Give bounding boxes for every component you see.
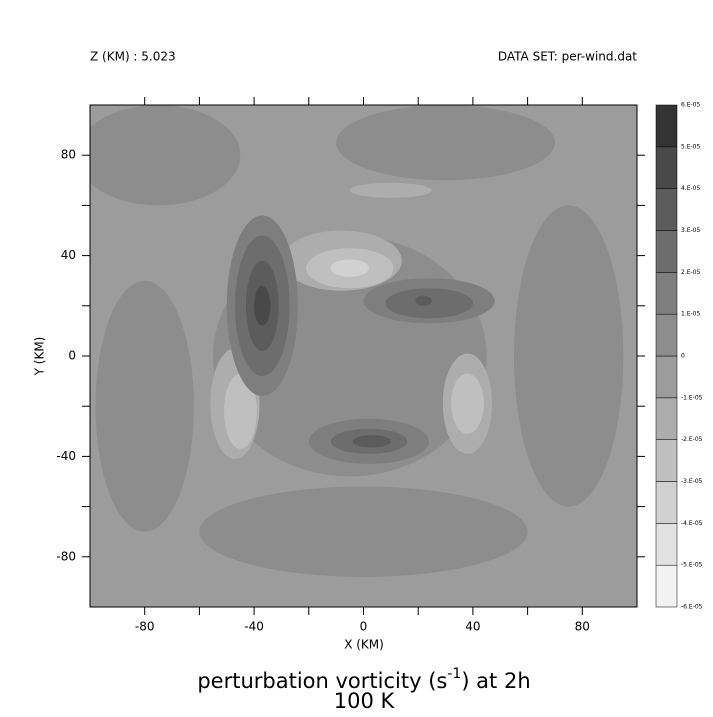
- colorbar-label: 6.E-05: [681, 102, 700, 109]
- y-tick-label: 0: [68, 349, 76, 363]
- axes: -80 -40 0 40 80 -80 -40 0 40 80 -6.E-05 -5.E-05 -4.E…: [56, 97, 703, 634]
- colorbar-band: [655, 397, 678, 440]
- x-tick-label: -40: [244, 620, 264, 634]
- contour-region: [95, 280, 194, 532]
- contour-region: [451, 373, 484, 434]
- colorbar-label: -6.E-05: [681, 604, 703, 611]
- colorbar-band: [655, 104, 678, 148]
- y-tick-label: 40: [61, 248, 76, 262]
- title-part: ) at 2h: [461, 669, 530, 693]
- contour-region: [349, 182, 432, 198]
- colorbar-band: [655, 481, 678, 524]
- colorbar-label: 3.E-05: [681, 227, 700, 234]
- contour-region: [90, 105, 241, 206]
- x-axis-label: X (KM): [344, 638, 384, 652]
- contour-region: [336, 105, 555, 181]
- contour-region: [352, 435, 391, 448]
- colorbar-label: 2.E-05: [681, 269, 700, 276]
- header-left: Z (KM) : 5.023: [90, 50, 176, 64]
- colorbar-band: [655, 188, 678, 231]
- colorbar-label: 4.E-05: [681, 185, 700, 192]
- x-tick-label: 0: [360, 620, 368, 634]
- contour-region: [330, 259, 369, 277]
- colorbar-label: 5.E-05: [681, 143, 700, 150]
- contour-region: [199, 486, 528, 577]
- chart-subtitle: 100 K: [334, 689, 396, 713]
- colorbar-band: [655, 564, 678, 608]
- colorbar-band: [655, 523, 678, 566]
- contour-region: [254, 285, 271, 326]
- colorbar-band: [655, 230, 678, 273]
- contour-region: [415, 295, 432, 306]
- x-tick-label: 40: [465, 620, 480, 634]
- colorbar-band: [655, 355, 678, 399]
- colorbar-band: [655, 313, 678, 357]
- colorbar-label: 0: [681, 353, 685, 360]
- title-part: perturbation vorticity (s: [197, 669, 447, 693]
- colorbar-label: -4.E-05: [681, 520, 703, 527]
- y-axis-label: Y (KM): [33, 337, 47, 377]
- y-tick-label: -40: [56, 449, 76, 463]
- colorbar-band: [655, 146, 678, 189]
- colorbar-label: -3.E-05: [681, 478, 703, 485]
- title-superscript: -1: [447, 666, 461, 682]
- x-tick-label: 80: [575, 620, 590, 634]
- y-tick-label: 80: [61, 148, 76, 162]
- chart-title: perturbation vorticity (s-1) at 2h: [197, 666, 530, 693]
- colorbar-label: -1.E-05: [681, 394, 703, 401]
- contour-region: [224, 373, 257, 449]
- colorbar-band: [655, 272, 678, 315]
- y-tick-label: -80: [56, 549, 76, 563]
- contour-field: [90, 105, 637, 607]
- colorbar-label: -5.E-05: [681, 562, 703, 569]
- header-right: DATA SET: per-wind.dat: [498, 50, 637, 64]
- contour-region: [513, 205, 624, 507]
- colorbar-label: 1.E-05: [681, 311, 700, 318]
- colorbar-band: [655, 439, 678, 482]
- colorbar-label: -2.E-05: [681, 436, 703, 443]
- x-tick-label: -80: [135, 620, 155, 634]
